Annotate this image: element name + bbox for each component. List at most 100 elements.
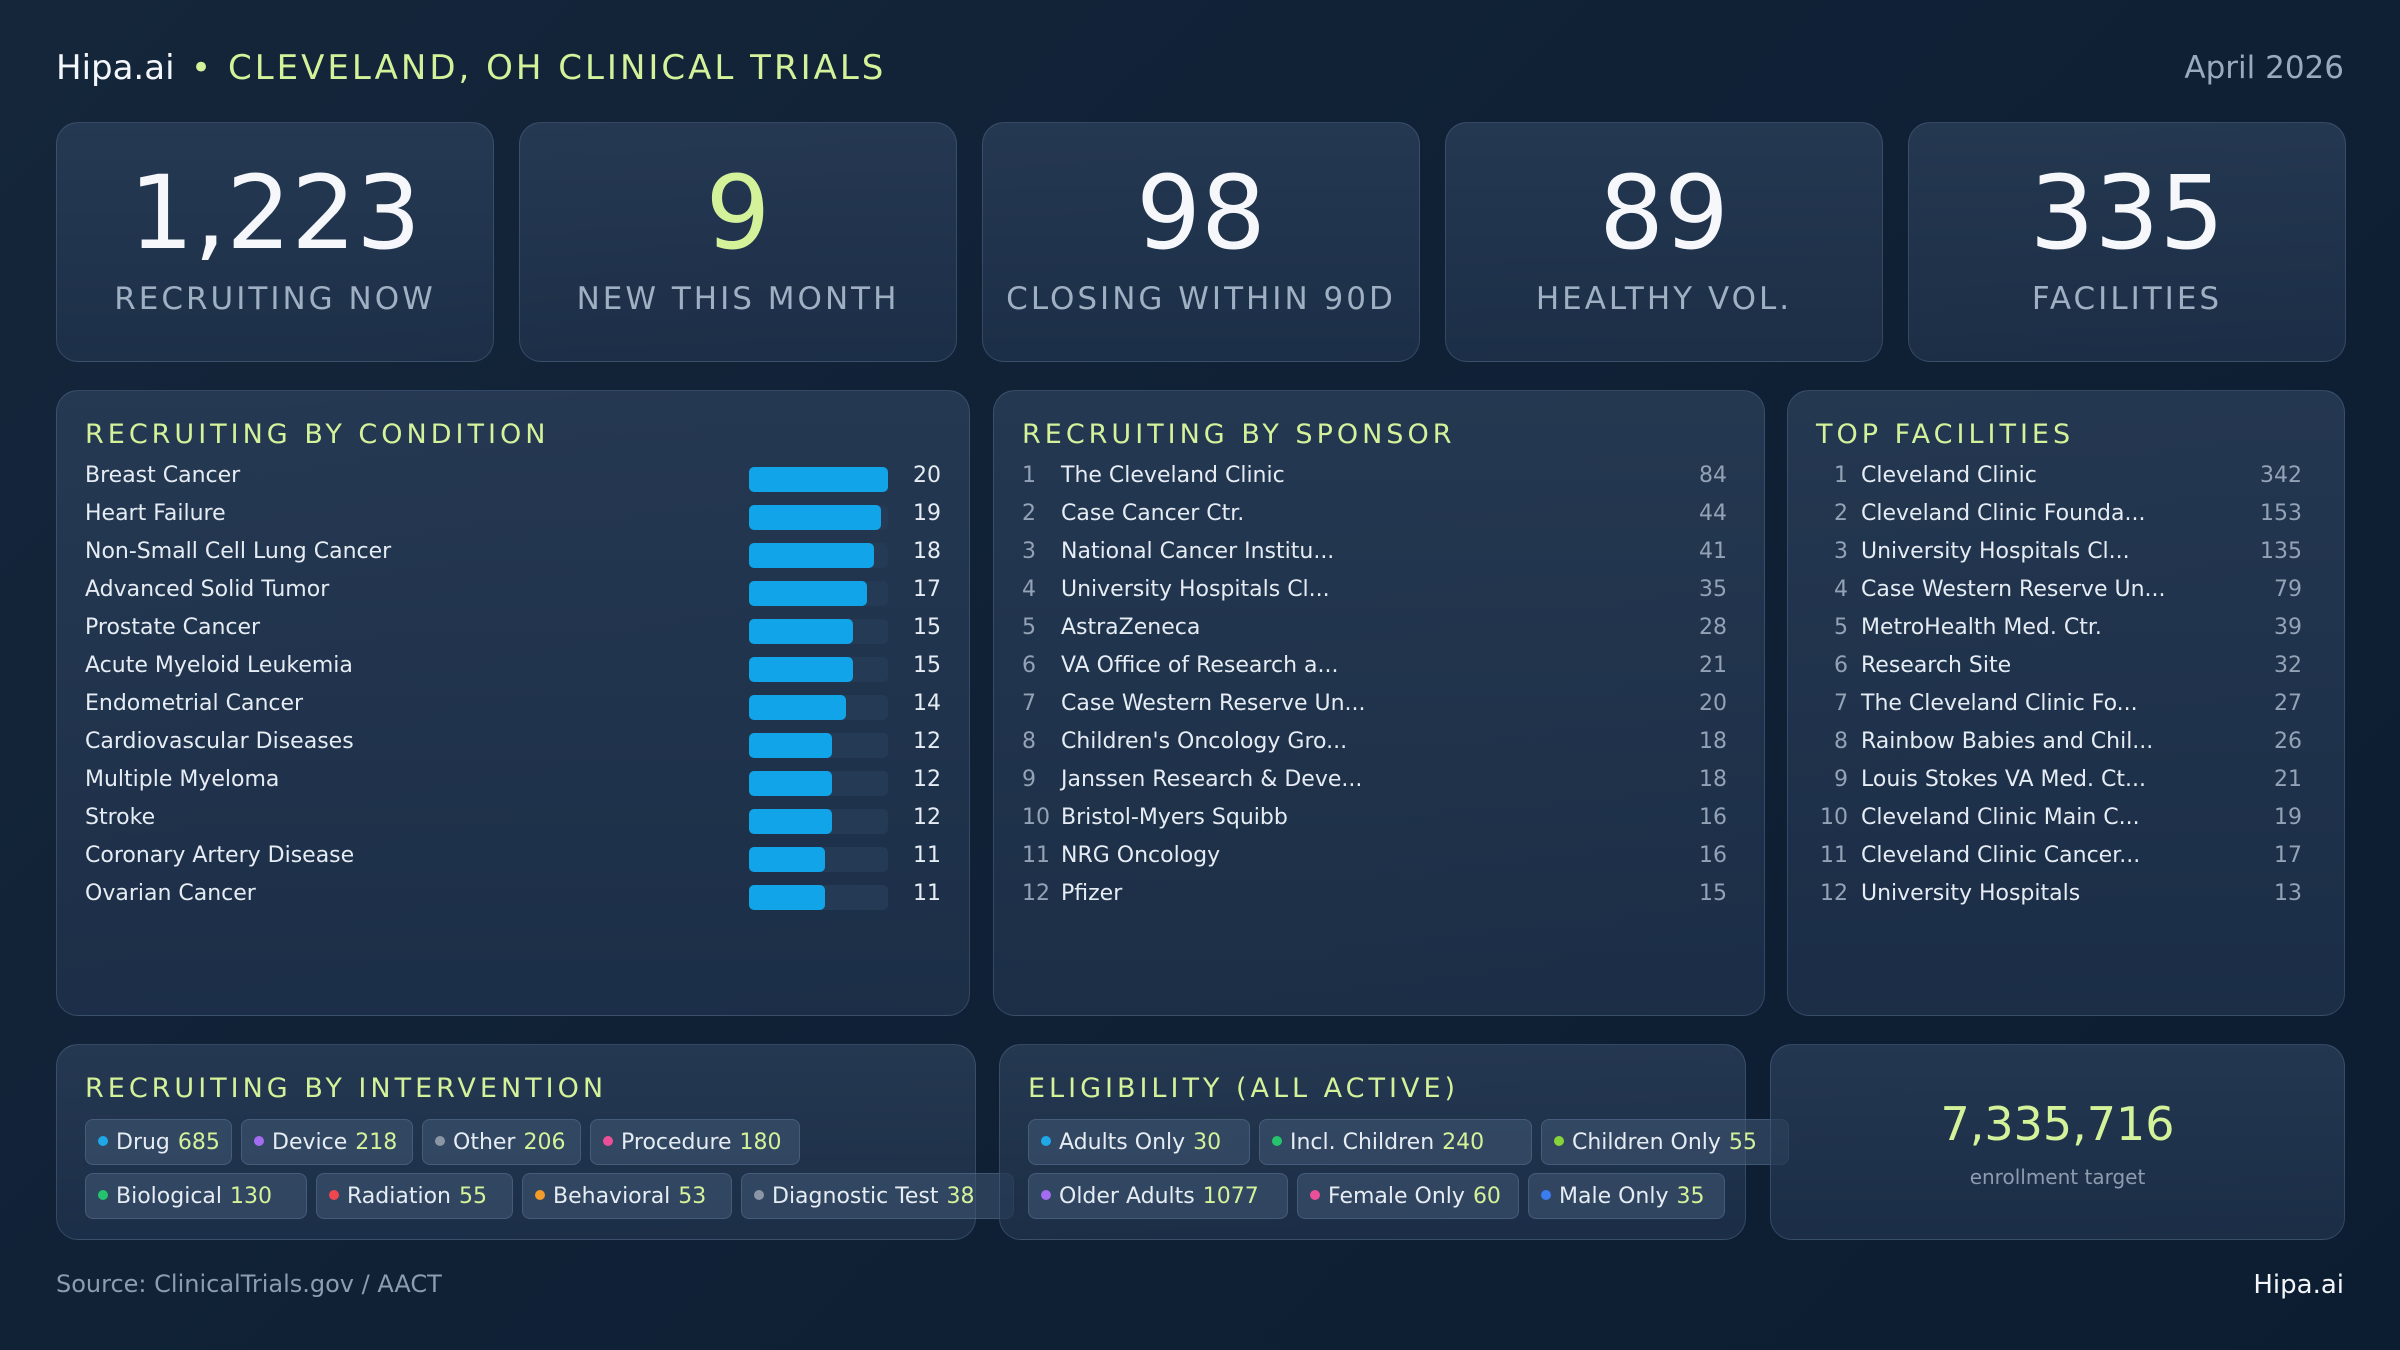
kpi-value: 335 [2029,154,2225,273]
sponsor-row[interactable]: 8 Children's Oncology Gro... 18 [1022,725,1727,763]
rank-number: 7 [1022,691,1036,716]
condition-bar-track [749,771,888,796]
kpi-card-closing-within-90d: 98 CLOSING WITHIN 90D [982,122,1420,362]
sponsor-row-count: 84 [1699,463,1727,488]
intervention-chip[interactable]: Biological 130 [85,1173,307,1219]
sponsor-row[interactable]: 10 Bristol-Myers Squibb 16 [1022,801,1727,839]
condition-count: 18 [913,539,941,564]
facility-row-count: 26 [2274,729,2302,754]
rank-number: 1 [1022,463,1036,488]
facility-row[interactable]: 4 Case Western Reserve Un... 79 [1816,573,2302,611]
condition-count: 15 [913,653,941,678]
condition-count: 20 [913,463,941,488]
sponsor-row-name: The Cleveland Clinic [1061,463,1285,488]
condition-bar [749,543,875,568]
intervention-count: 180 [739,1130,782,1155]
sponsor-row[interactable]: 6 VA Office of Research a... 21 [1022,649,1727,687]
color-dot-icon [603,1136,613,1146]
condition-name: Multiple Myeloma [85,767,280,792]
intervention-chip[interactable]: Diagnostic Test 38 [741,1173,1014,1219]
color-dot-icon [1272,1136,1282,1146]
intervention-chip[interactable]: Other 206 [422,1119,581,1165]
sponsor-row[interactable]: 2 Case Cancer Ctr. 44 [1022,497,1727,535]
sponsor-row[interactable]: 3 National Cancer Institu... 41 [1022,535,1727,573]
intervention-chip[interactable]: Behavioral 53 [522,1173,732,1219]
facility-row[interactable]: 5 MetroHealth Med. Ctr. 39 [1816,611,2302,649]
facility-row[interactable]: 7 The Cleveland Clinic Fo... 27 [1816,687,2302,725]
condition-name: Advanced Solid Tumor [85,577,330,602]
color-dot-icon [1041,1190,1051,1200]
kpi-label: NEW THIS MONTH [576,281,900,317]
facility-row[interactable]: 10 Cleveland Clinic Main C... 19 [1816,801,2302,839]
facility-row-count: 79 [2274,577,2302,602]
eligibility-title: ELIGIBILITY (ALL ACTIVE) [1028,1073,1460,1104]
rank-number: 6 [1834,653,1848,678]
eligibility-chip[interactable]: Male Only 35 [1528,1173,1725,1219]
sponsor-row[interactable]: 7 Case Western Reserve Un... 20 [1022,687,1727,725]
condition-name: Heart Failure [85,501,226,526]
condition-bar-track [749,809,888,834]
sponsor-row[interactable]: 1 The Cleveland Clinic 84 [1022,459,1727,497]
facility-row[interactable]: 12 University Hospitals 13 [1816,877,2302,915]
facility-row[interactable]: 1 Cleveland Clinic 342 [1816,459,2302,497]
sponsor-row-count: 21 [1699,653,1727,678]
page-header: Hipa.ai • CLEVELAND, OH CLINICAL TRIALS … [56,48,2344,98]
facility-row-name: Cleveland Clinic Cancer... [1861,843,2141,868]
sponsor-row-name: VA Office of Research a... [1061,653,1339,678]
eligibility-label: Incl. Children [1290,1130,1435,1155]
eligibility-chip[interactable]: Adults Only 30 [1028,1119,1250,1165]
condition-row: Coronary Artery Disease 11 [85,839,941,877]
kpi-value: 9 [705,154,771,273]
rank-number: 8 [1834,729,1848,754]
condition-bar [749,733,833,758]
sponsor-row-name: University Hospitals Cl... [1061,577,1330,602]
intervention-chip[interactable]: Device 218 [241,1119,413,1165]
condition-bar [749,505,882,530]
intervention-chip[interactable]: Radiation 55 [316,1173,513,1219]
facility-row[interactable]: 11 Cleveland Clinic Cancer... 17 [1816,839,2302,877]
sponsor-row-name: National Cancer Institu... [1061,539,1335,564]
condition-bar [749,885,826,910]
facility-row[interactable]: 3 University Hospitals Cl... 135 [1816,535,2302,573]
eligibility-chip[interactable]: Incl. Children 240 [1259,1119,1532,1165]
intervention-chip[interactable]: Drug 685 [85,1119,232,1165]
eligibility-label: Children Only [1572,1130,1721,1155]
enrollment-target-label: enrollment target [1969,1165,2146,1189]
facility-row-count: 135 [2260,539,2302,564]
intervention-label: Behavioral [553,1184,671,1209]
facility-row[interactable]: 6 Research Site 32 [1816,649,2302,687]
sponsors-panel: RECRUITING BY SPONSOR 1 The Cleveland Cli… [993,390,1765,1016]
intervention-chip[interactable]: Procedure 180 [590,1119,800,1165]
kpi-card-recruiting-now: 1,223 RECRUITING NOW [56,122,494,362]
condition-bar [749,619,854,644]
intervention-chip-text: Behavioral 53 [553,1184,706,1209]
sponsor-row-count: 15 [1699,881,1727,906]
eligibility-chip-text: Male Only 35 [1559,1184,1705,1209]
condition-name: Non-Small Cell Lung Cancer [85,539,392,564]
sponsor-row-name: NRG Oncology [1061,843,1221,868]
eligibility-chip[interactable]: Children Only 55 [1541,1119,1789,1165]
sponsor-row[interactable]: 11 NRG Oncology 16 [1022,839,1727,877]
sponsor-row-count: 44 [1699,501,1727,526]
sponsor-row[interactable]: 4 University Hospitals Cl... 35 [1022,573,1727,611]
rank-number: 5 [1022,615,1036,640]
sponsor-row-count: 35 [1699,577,1727,602]
facility-row[interactable]: 2 Cleveland Clinic Founda... 153 [1816,497,2302,535]
intervention-label: Drug [116,1130,170,1155]
eligibility-chip-text: Incl. Children 240 [1290,1130,1484,1155]
condition-count: 15 [913,615,941,640]
sponsor-row[interactable]: 9 Janssen Research & Deve... 18 [1022,763,1727,801]
eligibility-chip[interactable]: Older Adults 1077 [1028,1173,1288,1219]
sponsor-row[interactable]: 12 Pfizer 15 [1022,877,1727,915]
eligibility-count: 240 [1442,1130,1485,1155]
condition-bar [749,467,888,492]
sponsor-row[interactable]: 5 AstraZeneca 28 [1022,611,1727,649]
color-dot-icon [754,1190,764,1200]
condition-name: Stroke [85,805,156,830]
intervention-label: Procedure [621,1130,732,1155]
condition-bar-track [749,543,888,568]
eligibility-chip[interactable]: Female Only 60 [1297,1173,1519,1219]
facility-row[interactable]: 9 Louis Stokes VA Med. Ct... 21 [1816,763,2302,801]
facility-row[interactable]: 8 Rainbow Babies and Chil... 26 [1816,725,2302,763]
color-dot-icon [1554,1136,1564,1146]
